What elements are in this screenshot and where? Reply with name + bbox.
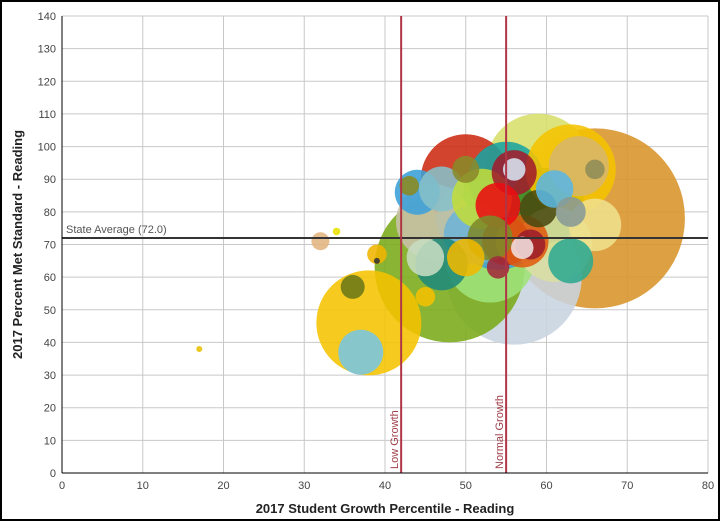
- axes: 0 10 20 30 40 50 60 70 80 0 10 20 30 40 50 60 70 80 90 100 1…: [38, 11, 714, 492]
- x-axis-title: 2017 Student Growth Percentile - Reading: [256, 501, 515, 516]
- bubble-point: [486, 256, 510, 279]
- x-tick-label: 40: [379, 480, 391, 492]
- low-growth-label: Low Growth: [389, 410, 401, 469]
- y-tick-label: 70: [44, 240, 56, 252]
- x-tick-label: 70: [621, 480, 633, 492]
- y-tick-label: 10: [44, 435, 56, 447]
- bubble-point: [447, 238, 485, 277]
- y-tick-label: 0: [50, 468, 56, 480]
- y-axis-title: 2017 Percent Met Standard - Reading: [10, 130, 25, 359]
- bubble-point: [452, 155, 480, 183]
- bubble-point: [502, 158, 526, 181]
- y-tick-label: 80: [44, 207, 56, 219]
- y-tick-label: 140: [38, 11, 56, 23]
- bubble-point: [367, 244, 387, 265]
- bubble-point: [373, 257, 380, 264]
- x-tick-label: 60: [540, 480, 552, 492]
- normal-growth-label: Normal Growth: [494, 395, 506, 469]
- y-tick-label: 100: [38, 142, 56, 154]
- bubble-point: [406, 238, 445, 277]
- bubble-point: [332, 227, 341, 236]
- state-average-label: State Average (72.0): [66, 224, 167, 236]
- x-tick-label: 0: [59, 480, 65, 492]
- bubble-point: [585, 159, 605, 180]
- bubble-point: [535, 170, 574, 208]
- bubble-point: [311, 232, 330, 251]
- y-tick-label: 30: [44, 370, 56, 382]
- y-tick-label: 120: [38, 76, 56, 88]
- bubble-point: [415, 286, 436, 307]
- bubble-point: [511, 236, 534, 260]
- y-tick-label: 90: [44, 174, 56, 186]
- x-tick-label: 50: [460, 480, 472, 492]
- bubble-point: [399, 175, 419, 196]
- y-tick-label: 60: [44, 272, 56, 284]
- x-tick-label: 10: [137, 480, 149, 492]
- y-tick-label: 110: [38, 109, 56, 121]
- y-tick-label: 130: [38, 44, 56, 56]
- axis-labels: 2017 Student Growth Percentile - Reading…: [10, 130, 514, 516]
- bubble-point: [555, 196, 586, 227]
- y-tick-label: 20: [44, 403, 56, 415]
- x-tick-label: 30: [298, 480, 310, 492]
- bubble-point: [340, 274, 365, 299]
- x-tick-label: 20: [217, 480, 229, 492]
- bubble-point: [548, 238, 594, 284]
- bubble-point: [338, 329, 384, 375]
- bubble-point: [196, 345, 203, 352]
- reference-lines: [62, 16, 708, 473]
- x-tick-label: 80: [702, 480, 714, 492]
- y-tick-label: 40: [44, 337, 56, 349]
- y-tick-label: 50: [44, 305, 56, 317]
